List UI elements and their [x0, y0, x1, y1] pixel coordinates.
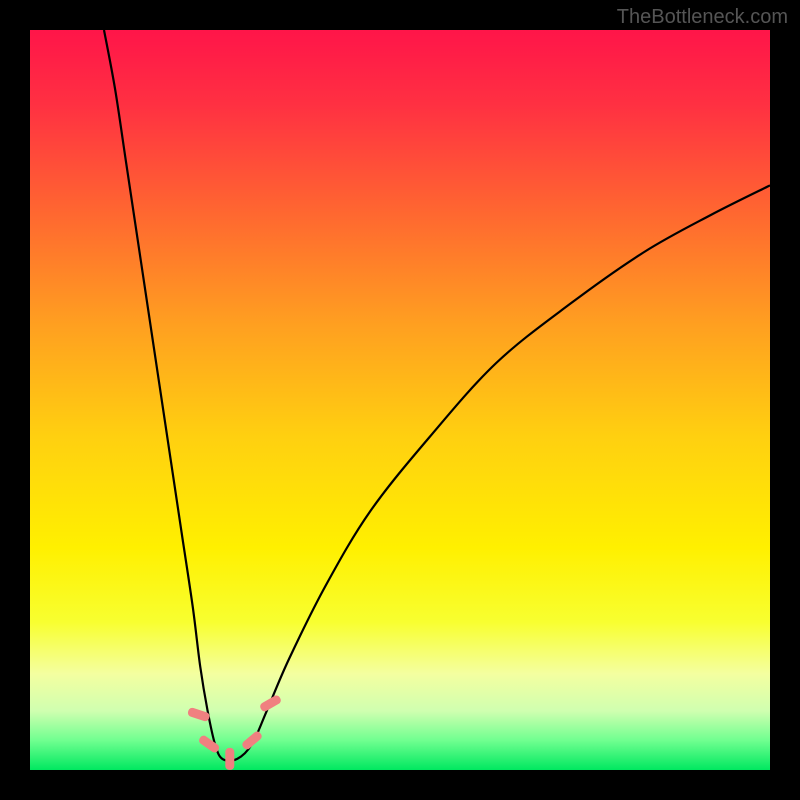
bottleneck-chart-svg [30, 30, 770, 770]
chart-background [30, 30, 770, 770]
highlight-capsule [225, 748, 234, 770]
chart-container [30, 30, 770, 770]
watermark-text: TheBottleneck.com [617, 6, 788, 29]
